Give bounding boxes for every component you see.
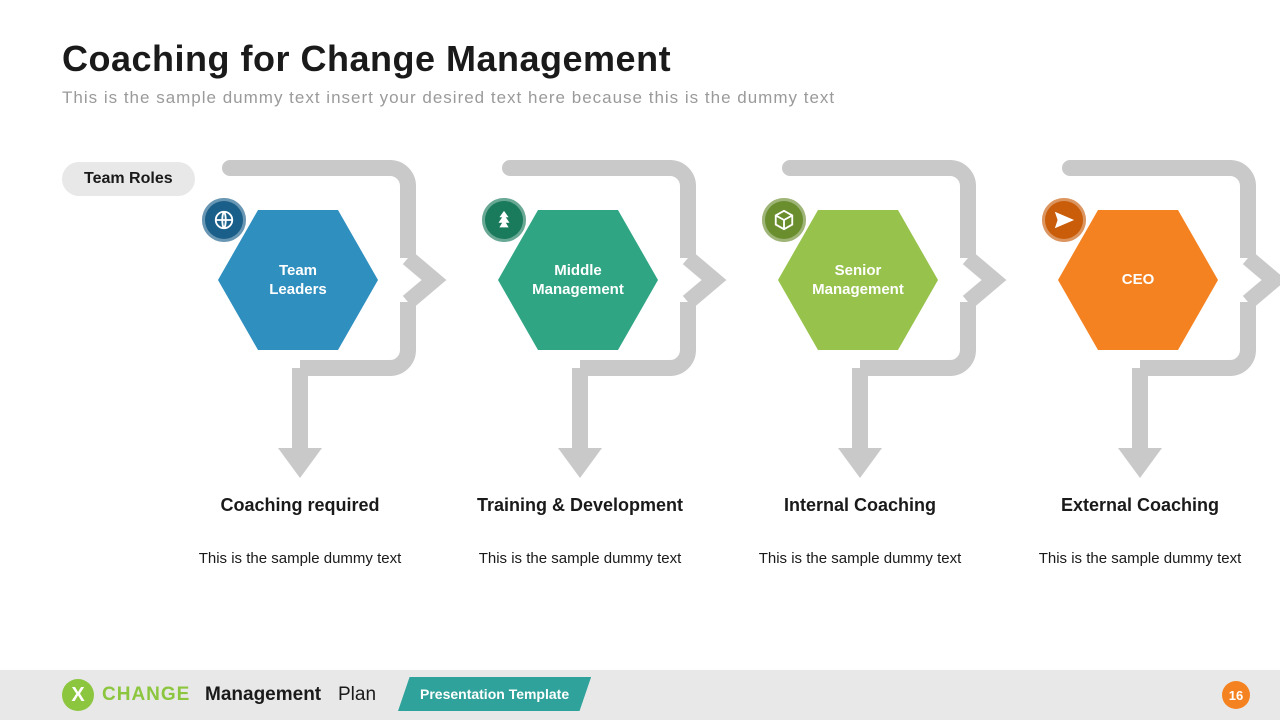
box-icon bbox=[762, 198, 806, 242]
footer-bar bbox=[0, 670, 1280, 720]
globe-icon bbox=[202, 198, 246, 242]
page-number-badge: 16 bbox=[1222, 681, 1250, 709]
role-item: TeamLeaders Coaching required This is th… bbox=[190, 150, 450, 570]
role-hex-label: CEO bbox=[1112, 270, 1165, 290]
footer-management-text: Management bbox=[205, 684, 321, 706]
coaching-desc: This is the sample dummy text bbox=[470, 548, 690, 569]
footer-change-text: CHANGE bbox=[102, 684, 190, 706]
footer-tag: Presentation Template bbox=[398, 677, 591, 711]
role-item: CEO External Coaching This is the sample… bbox=[1030, 150, 1280, 570]
plane-icon bbox=[1042, 198, 1086, 242]
coaching-desc: This is the sample dummy text bbox=[1030, 548, 1250, 569]
tree-icon bbox=[482, 198, 526, 242]
coaching-title: Coaching required bbox=[190, 494, 410, 517]
coaching-desc: This is the sample dummy text bbox=[750, 548, 970, 569]
coaching-title: Internal Coaching bbox=[750, 494, 970, 517]
slide-subtitle: This is the sample dummy text insert you… bbox=[62, 88, 835, 108]
coaching-desc: This is the sample dummy text bbox=[190, 548, 410, 569]
role-hex-label: MiddleManagement bbox=[522, 261, 634, 300]
role-hex-label: TeamLeaders bbox=[259, 261, 337, 300]
footer-logo-icon: X bbox=[62, 679, 94, 711]
coaching-title: Training & Development bbox=[470, 494, 690, 517]
footer-plan-text: Plan bbox=[338, 684, 376, 706]
slide-title: Coaching for Change Management bbox=[62, 38, 671, 80]
roles-container: TeamLeaders Coaching required This is th… bbox=[190, 150, 1280, 570]
role-hex-label: SeniorManagement bbox=[802, 261, 914, 300]
coaching-title: External Coaching bbox=[1030, 494, 1250, 517]
team-roles-label: Team Roles bbox=[62, 162, 195, 196]
role-item: MiddleManagement Training & Development … bbox=[470, 150, 730, 570]
role-item: SeniorManagement Internal Coaching This … bbox=[750, 150, 1010, 570]
